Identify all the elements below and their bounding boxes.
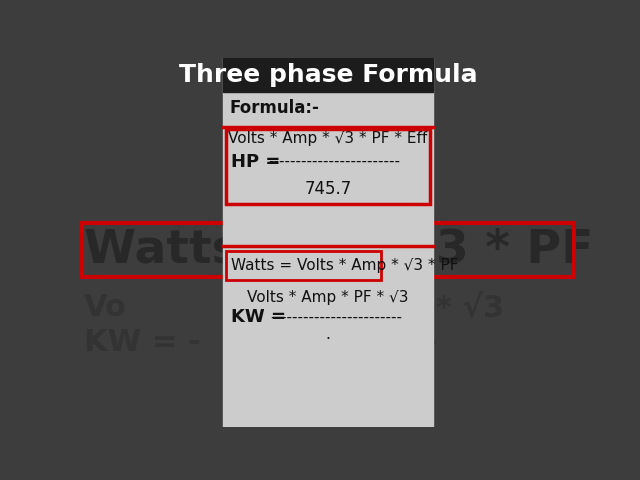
Bar bbox=[223, 58, 433, 92]
Bar bbox=[81, 223, 573, 277]
Text: Volts * Amp * PF * √3: Volts * Amp * PF * √3 bbox=[247, 290, 409, 305]
Text: Vo: Vo bbox=[84, 293, 127, 323]
Text: Formula:-: Formula:- bbox=[230, 99, 319, 117]
Text: 745.7: 745.7 bbox=[305, 180, 351, 197]
Text: Three phase Formula: Three phase Formula bbox=[179, 62, 477, 86]
Text: Watts = Volts * Amp * √3 * PF: Watts = Volts * Amp * √3 * PF bbox=[231, 258, 459, 273]
Text: .: . bbox=[326, 327, 330, 342]
Text: Volts * Amp * √3 * PF * Eff: Volts * Amp * √3 * PF * Eff bbox=[228, 131, 428, 146]
Text: Watts = V: Watts = V bbox=[84, 228, 349, 273]
Text: ------------------------: ------------------------ bbox=[268, 154, 400, 169]
Text: 3 * PF: 3 * PF bbox=[436, 228, 594, 273]
Text: HP =: HP = bbox=[231, 153, 287, 170]
Bar bbox=[223, 58, 433, 427]
Bar bbox=[226, 129, 430, 204]
Text: * √3: * √3 bbox=[436, 293, 504, 323]
Text: KW = -: KW = - bbox=[84, 328, 200, 357]
Text: ------------------------: ------------------------ bbox=[270, 310, 402, 324]
Bar bbox=[226, 251, 381, 280]
Text: KW =: KW = bbox=[231, 308, 292, 326]
Text: -----: ----- bbox=[374, 328, 438, 357]
